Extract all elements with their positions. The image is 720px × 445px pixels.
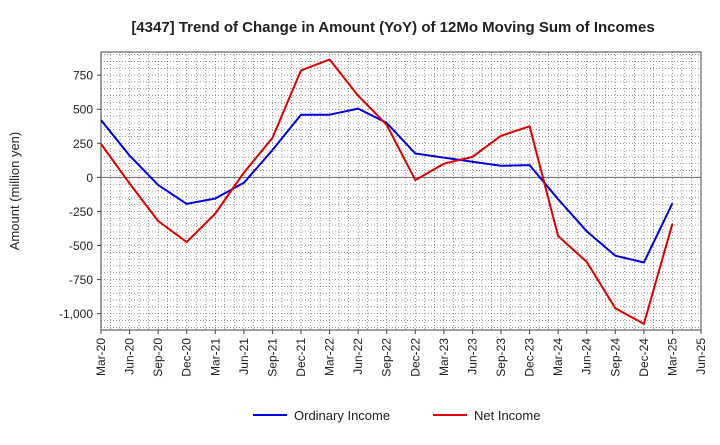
x-tick-label: Jun-23 xyxy=(465,338,479,375)
y-tick-label: 500 xyxy=(73,103,93,117)
y-tick-label: -750 xyxy=(69,273,93,287)
x-tick-label: Jun-21 xyxy=(237,338,251,375)
x-tick-label: Mar-20 xyxy=(94,338,108,376)
x-tick-label: Sep-20 xyxy=(151,338,165,377)
y-tick-labels: -1,000 -750 -500 -250 0 250 500 750 xyxy=(59,69,101,321)
legend-label: Ordinary Income xyxy=(294,408,390,423)
x-tick-label: Dec-23 xyxy=(523,338,537,377)
x-tick-label: Mar-23 xyxy=(437,338,451,376)
y-tick-label: -500 xyxy=(69,239,93,253)
x-tick-label: Jun-22 xyxy=(351,338,365,375)
series-lines xyxy=(100,58,674,325)
y-tick-label: 0 xyxy=(86,171,93,185)
x-tick-labels: Mar-20 Jun-20 Sep-20 Dec-20 Mar-21 Jun-21 Sep-… xyxy=(94,330,708,377)
series-line-ordinary-income xyxy=(100,107,674,264)
y-axis-label: Amount (million yen) xyxy=(7,132,22,251)
x-tick-label: Mar-24 xyxy=(551,338,565,376)
x-tick-label: Dec-21 xyxy=(294,338,308,377)
legend-label: Net Income xyxy=(474,408,540,423)
x-tick-label: Mar-21 xyxy=(208,338,222,376)
x-tick-label: Mar-25 xyxy=(665,338,679,376)
x-tick-label: Mar-22 xyxy=(323,338,337,376)
y-tick-label: -250 xyxy=(69,205,93,219)
x-tick-label: Sep-23 xyxy=(494,338,508,377)
x-tick-label: Jun-25 xyxy=(694,338,708,375)
x-tick-label: Sep-21 xyxy=(265,338,279,377)
grid xyxy=(100,51,702,331)
x-tick-label: Sep-22 xyxy=(380,338,394,377)
series-line-net-income xyxy=(100,58,674,325)
x-tick-label: Dec-20 xyxy=(180,338,194,377)
x-tick-label: Jun-24 xyxy=(580,338,594,375)
y-tick-label: 750 xyxy=(73,69,93,83)
chart-title: [4347] Trend of Change in Amount (YoY) o… xyxy=(131,19,654,36)
x-tick-label: Dec-24 xyxy=(637,338,651,377)
x-tick-label: Sep-24 xyxy=(608,338,622,377)
x-tick-label: Jun-20 xyxy=(123,338,137,375)
y-tick-label: -1,000 xyxy=(59,307,93,321)
legend: Ordinary Income Net Income xyxy=(253,408,540,423)
x-tick-label: Dec-22 xyxy=(408,338,422,377)
y-tick-label: 250 xyxy=(73,137,93,151)
